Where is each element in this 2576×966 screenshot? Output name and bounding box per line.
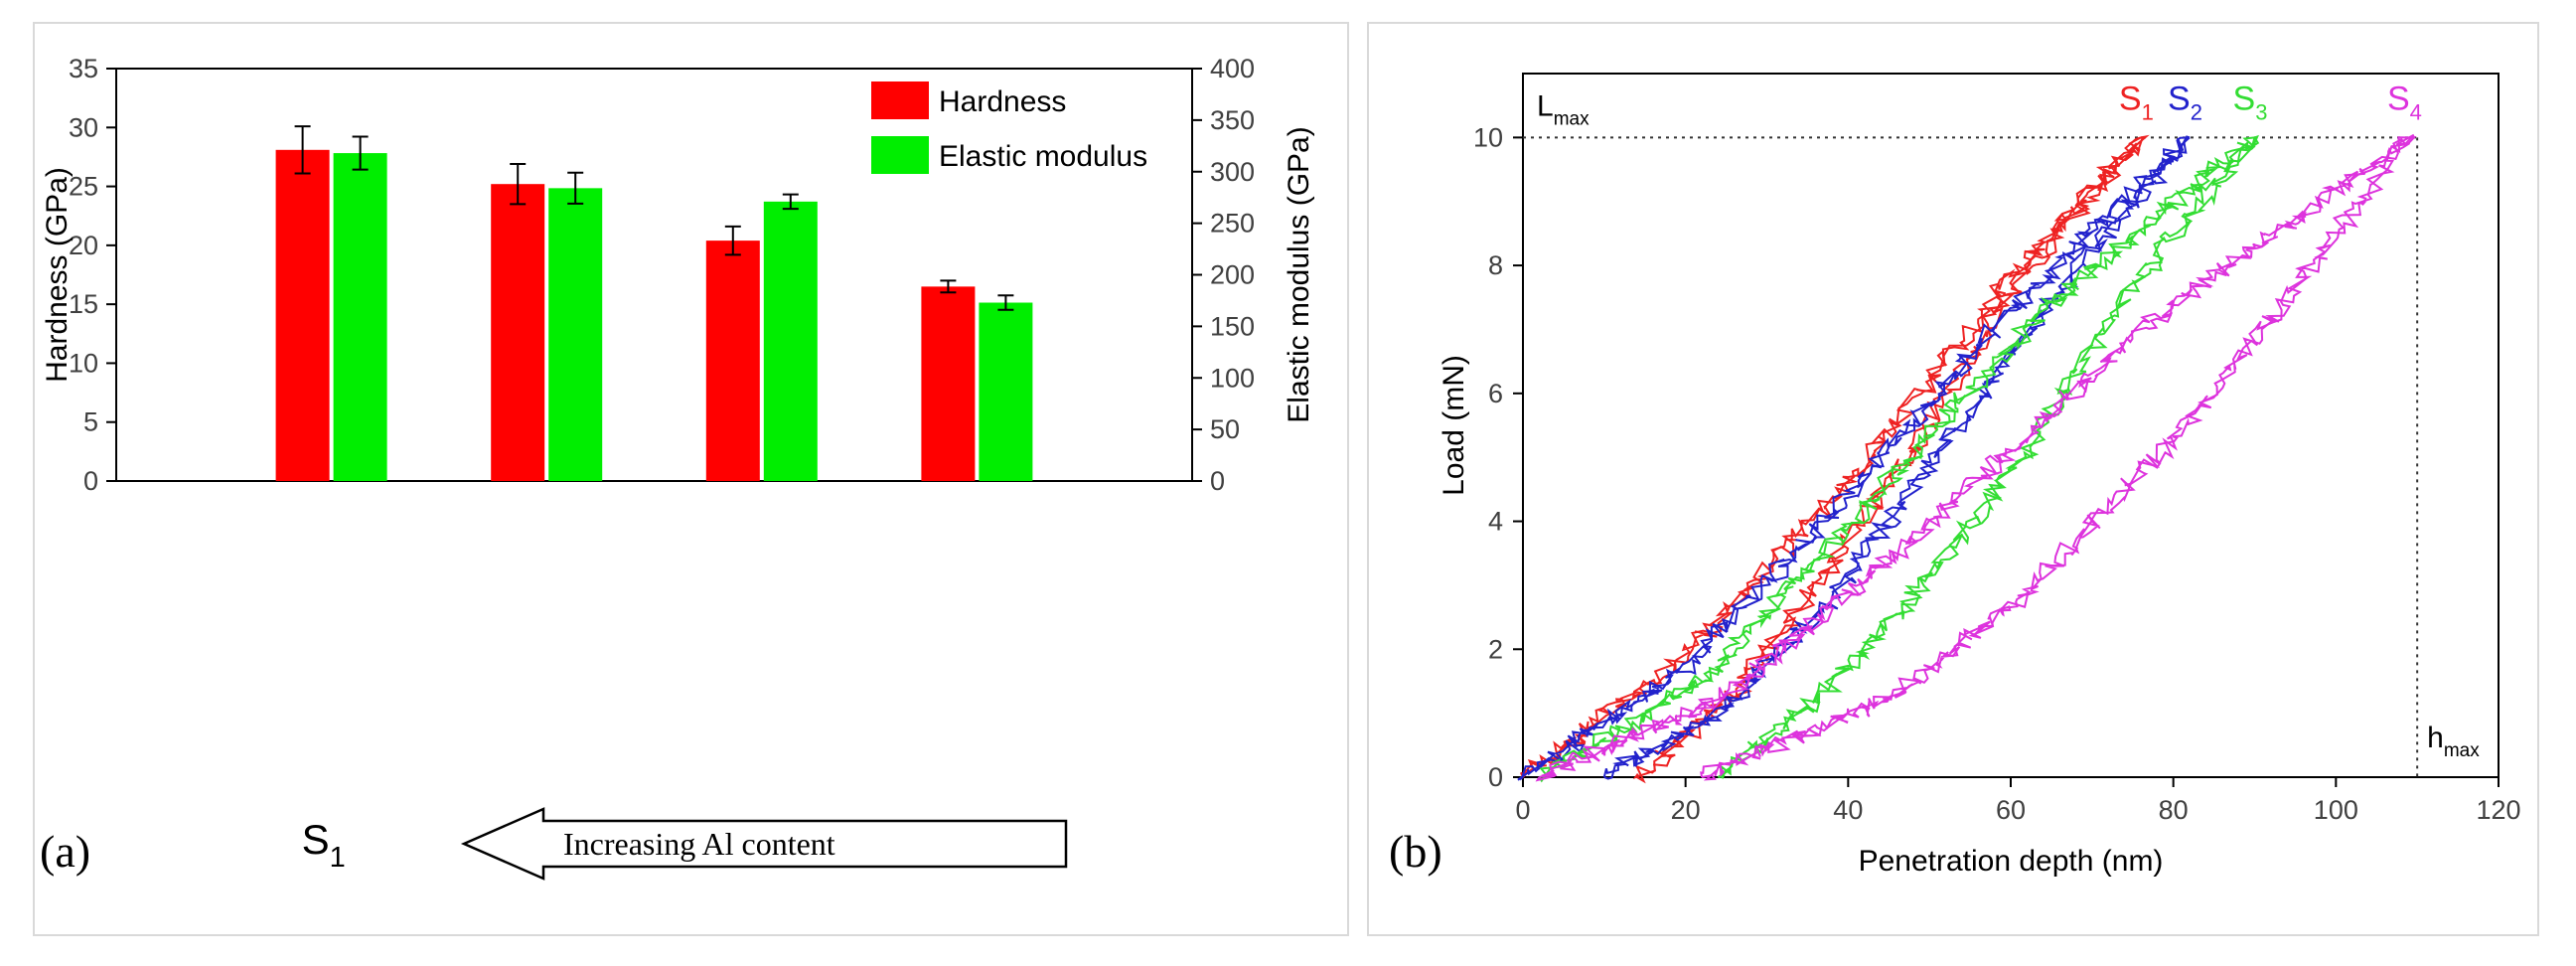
y-tick-label: 0 <box>83 466 98 496</box>
x-tick-label: 80 <box>2159 795 2189 825</box>
panel-label-a: (a) <box>40 826 90 877</box>
x-tick-label: 100 <box>2314 795 2358 825</box>
y-tick-label: 0 <box>1488 762 1503 792</box>
x-tick-label: 0 <box>1515 795 1530 825</box>
loading-curve <box>1539 137 2256 778</box>
y-tick-label: 4 <box>1488 507 1503 537</box>
y-tick-label: 15 <box>69 289 98 319</box>
x-tick-label: 40 <box>1833 795 1863 825</box>
bar-hardness <box>921 286 976 481</box>
y2-tick-label: 250 <box>1210 209 1255 239</box>
y-tick-label: 6 <box>1488 379 1503 408</box>
x-tick-label: 60 <box>1996 795 2026 825</box>
series-group-s3 <box>1538 134 2260 783</box>
x-tick-label: 120 <box>2476 795 2520 825</box>
y-tick-label: 20 <box>69 231 98 260</box>
load-depth-chart: 0 20 40 60 80 100 120 0 2 4 6 8 10 Penetration depth … <box>1389 73 2521 878</box>
y-tick-label: 2 <box>1488 634 1503 664</box>
loading-curve <box>1535 136 2411 782</box>
y-tick-label: 10 <box>1473 122 1503 152</box>
y-tick-label: 5 <box>83 407 98 437</box>
series-label: S1 <box>2119 80 2154 124</box>
hmax-label: hmax <box>2427 722 2480 761</box>
annotation-arrow <box>460 807 1068 881</box>
panel-a-bar-chart: 0 5 10 15 20 25 30 35 0 50 100 150 200 250 300 350 400 Ha… <box>33 22 1349 936</box>
y-tick-label: 30 <box>69 112 98 142</box>
lmax-label: Lmax <box>1537 89 1590 129</box>
y2-tick-label: 350 <box>1210 105 1255 135</box>
y2-tick-label: 50 <box>1210 414 1240 444</box>
bar-hardness <box>491 184 545 481</box>
y-axis-label: Hardness (GPa) <box>41 167 74 383</box>
y2-tick-label: 200 <box>1210 260 1255 290</box>
unloading-curve <box>1717 136 2256 778</box>
y-tick-label: 8 <box>1488 250 1503 280</box>
category-label: S1 <box>302 816 346 874</box>
y2-tick-label: 400 <box>1210 54 1255 83</box>
series-group-s1 <box>1519 134 2150 784</box>
legend-label: Hardness <box>939 85 1066 118</box>
y-tick-label: 10 <box>69 348 98 378</box>
unloading-curve <box>1701 136 2410 781</box>
x-axis-label: Penetration depth (nm) <box>1859 845 2164 878</box>
loading-curve <box>1538 136 2260 783</box>
bar-modulus <box>979 302 1033 481</box>
y2-axis-label: Elastic modulus (GPa) <box>1283 126 1315 422</box>
unloading-curve <box>1718 134 2259 779</box>
series-label: S2 <box>2168 80 2202 124</box>
loading-curve <box>1519 136 2145 778</box>
annotation-text: Increasing Al content <box>563 826 835 862</box>
hardness-modulus-chart: 05101520253035050100150200250300350400Ha… <box>40 54 1315 881</box>
y2-tick-label: 150 <box>1210 311 1255 341</box>
y-tick-label: 25 <box>69 172 98 202</box>
loading-curve <box>1517 136 2191 781</box>
panel-label-b: (b) <box>1389 826 1442 877</box>
bar-hardness <box>705 241 760 481</box>
y2-tick-label: 300 <box>1210 157 1255 187</box>
y2-tick-label: 0 <box>1210 466 1225 496</box>
legend-swatch <box>871 81 929 119</box>
bar-modulus <box>548 188 603 481</box>
unloading-curve <box>1634 134 2150 784</box>
legend-swatch <box>871 136 929 174</box>
y-tick-label: 35 <box>69 54 98 83</box>
bar-hardness <box>275 149 330 482</box>
y2-tick-label: 100 <box>1210 363 1255 393</box>
x-tick-label: 20 <box>1671 795 1701 825</box>
legend-label: Elastic modulus <box>939 140 1147 173</box>
series-group-s2 <box>1517 135 2191 781</box>
series-label: S4 <box>2387 80 2422 124</box>
series-label: S3 <box>2233 80 2268 124</box>
panel-b-load-depth-chart: 0 20 40 60 80 100 120 0 2 4 6 8 10 Penetration depth … <box>1367 22 2539 936</box>
bar-modulus <box>763 201 818 481</box>
bar-modulus <box>333 153 387 481</box>
y-axis-label: Load (mN) <box>1438 355 1470 496</box>
series-group-s4 <box>1535 133 2417 782</box>
unloading-curve <box>1602 135 2191 778</box>
